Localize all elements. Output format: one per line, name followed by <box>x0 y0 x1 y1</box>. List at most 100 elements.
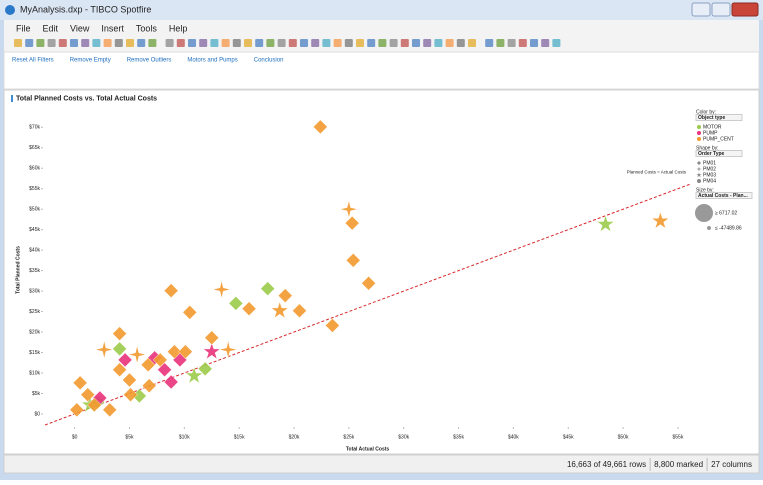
data-point[interactable] <box>202 341 222 360</box>
toolbar-button[interactable] <box>423 39 432 47</box>
data-point[interactable] <box>123 387 138 403</box>
maximize-button[interactable] <box>711 2 731 17</box>
data-point[interactable] <box>182 305 198 320</box>
toolbar-button[interactable] <box>266 39 275 47</box>
dropdown[interactable] <box>695 150 743 157</box>
dropdown[interactable] <box>695 192 753 199</box>
toolbar-button[interactable] <box>468 39 476 47</box>
data-point[interactable] <box>80 387 96 403</box>
legend-entry[interactable]: PM01 <box>703 160 716 166</box>
minimize-button[interactable] <box>691 2 711 17</box>
toolbar-button[interactable] <box>25 39 34 47</box>
toolbar-button[interactable] <box>176 39 185 47</box>
data-point[interactable] <box>163 374 179 390</box>
toolbar-button[interactable] <box>518 39 527 47</box>
legend-entry[interactable]: PUMP_CENT <box>703 136 734 142</box>
data-point[interactable] <box>167 344 182 360</box>
toolbar-button[interactable] <box>255 39 264 47</box>
data-point[interactable] <box>204 330 220 346</box>
data-point[interactable] <box>228 296 244 311</box>
data-point[interactable] <box>163 283 179 299</box>
toolbar-button[interactable] <box>541 39 550 47</box>
toolbar-button[interactable] <box>103 39 112 47</box>
legend-entry[interactable]: PM04 <box>703 178 716 184</box>
toolbar-button[interactable] <box>199 39 208 47</box>
toolbar-button[interactable] <box>148 39 157 47</box>
page-tab-link[interactable]: Motors and Pumps <box>187 58 237 64</box>
menu-item[interactable]: Edit <box>43 23 59 33</box>
legend-entry[interactable]: PM03 <box>703 172 716 178</box>
toolbar-button[interactable] <box>114 39 123 47</box>
data-point[interactable] <box>117 352 133 368</box>
menu-item[interactable]: View <box>70 23 90 33</box>
toolbar-button[interactable] <box>485 39 494 47</box>
legend-entry[interactable]: PUMP <box>703 130 718 136</box>
data-point[interactable] <box>102 402 118 418</box>
data-point[interactable] <box>141 378 157 394</box>
data-point[interactable] <box>127 345 147 364</box>
toolbar-button[interactable] <box>300 39 308 47</box>
data-point[interactable] <box>361 275 376 291</box>
toolbar-button[interactable] <box>81 39 90 47</box>
data-point[interactable] <box>69 402 85 418</box>
toolbar-button[interactable] <box>389 39 398 47</box>
data-point[interactable] <box>152 352 168 368</box>
toolbar-button[interactable] <box>165 39 174 47</box>
toolbar-button[interactable] <box>530 39 538 47</box>
toolbar-button[interactable] <box>507 39 516 47</box>
toolbar-button[interactable] <box>367 39 376 47</box>
toolbar-button[interactable] <box>277 39 286 47</box>
toolbar-button[interactable] <box>344 39 353 47</box>
menu-item[interactable]: File <box>16 23 31 33</box>
page-tab-link[interactable]: Reset All Filters <box>12 58 54 64</box>
toolbar-button[interactable] <box>400 39 409 47</box>
data-point[interactable] <box>312 119 328 135</box>
data-point[interactable] <box>260 281 276 296</box>
menu-item[interactable]: Tools <box>136 23 158 33</box>
data-point[interactable] <box>112 326 127 342</box>
toolbar-button[interactable] <box>322 39 331 47</box>
toolbar-button[interactable] <box>14 39 22 47</box>
toolbar-button[interactable] <box>244 39 252 47</box>
toolbar-button[interactable] <box>221 39 230 47</box>
data-point[interactable] <box>292 303 307 319</box>
toolbar-button[interactable] <box>232 39 241 47</box>
toolbar-button[interactable] <box>47 39 56 47</box>
menu-item[interactable]: Insert <box>101 23 124 33</box>
data-point[interactable] <box>178 344 193 360</box>
toolbar-button[interactable] <box>456 39 465 47</box>
toolbar-button[interactable] <box>333 39 342 47</box>
data-point[interactable] <box>277 288 293 303</box>
data-point[interactable] <box>112 341 127 357</box>
toolbar-button[interactable] <box>445 39 454 47</box>
close-button[interactable] <box>731 2 759 17</box>
data-point[interactable] <box>197 361 213 377</box>
toolbar-button[interactable] <box>552 39 561 47</box>
data-point[interactable] <box>241 301 257 317</box>
toolbar-button[interactable] <box>496 39 505 47</box>
toolbar-button[interactable] <box>434 39 443 47</box>
data-point[interactable] <box>72 375 88 391</box>
data-point[interactable] <box>157 362 172 378</box>
legend-selector[interactable]: Object type <box>698 115 725 121</box>
toolbar-button[interactable] <box>70 39 78 47</box>
toolbar-button[interactable] <box>92 39 101 47</box>
data-point[interactable] <box>650 211 670 230</box>
toolbar-button[interactable] <box>36 39 45 47</box>
toolbar-button[interactable] <box>210 39 219 47</box>
legend-selector[interactable]: Actual Costs - Plan... <box>698 193 748 199</box>
toolbar-button[interactable] <box>58 39 67 47</box>
toolbar-button[interactable] <box>288 39 297 47</box>
data-point[interactable] <box>87 397 102 413</box>
data-point[interactable] <box>596 214 615 233</box>
toolbar-button[interactable] <box>412 39 420 47</box>
data-point[interactable] <box>95 340 114 359</box>
data-point[interactable] <box>184 366 204 384</box>
data-point[interactable] <box>345 253 361 268</box>
legend-entry[interactable]: PM02 <box>703 166 716 172</box>
data-point[interactable] <box>344 215 360 231</box>
data-point[interactable] <box>140 357 156 373</box>
data-point[interactable] <box>270 300 290 319</box>
data-point[interactable] <box>325 318 340 333</box>
page-tab-link[interactable]: Remove Empty <box>70 58 111 64</box>
